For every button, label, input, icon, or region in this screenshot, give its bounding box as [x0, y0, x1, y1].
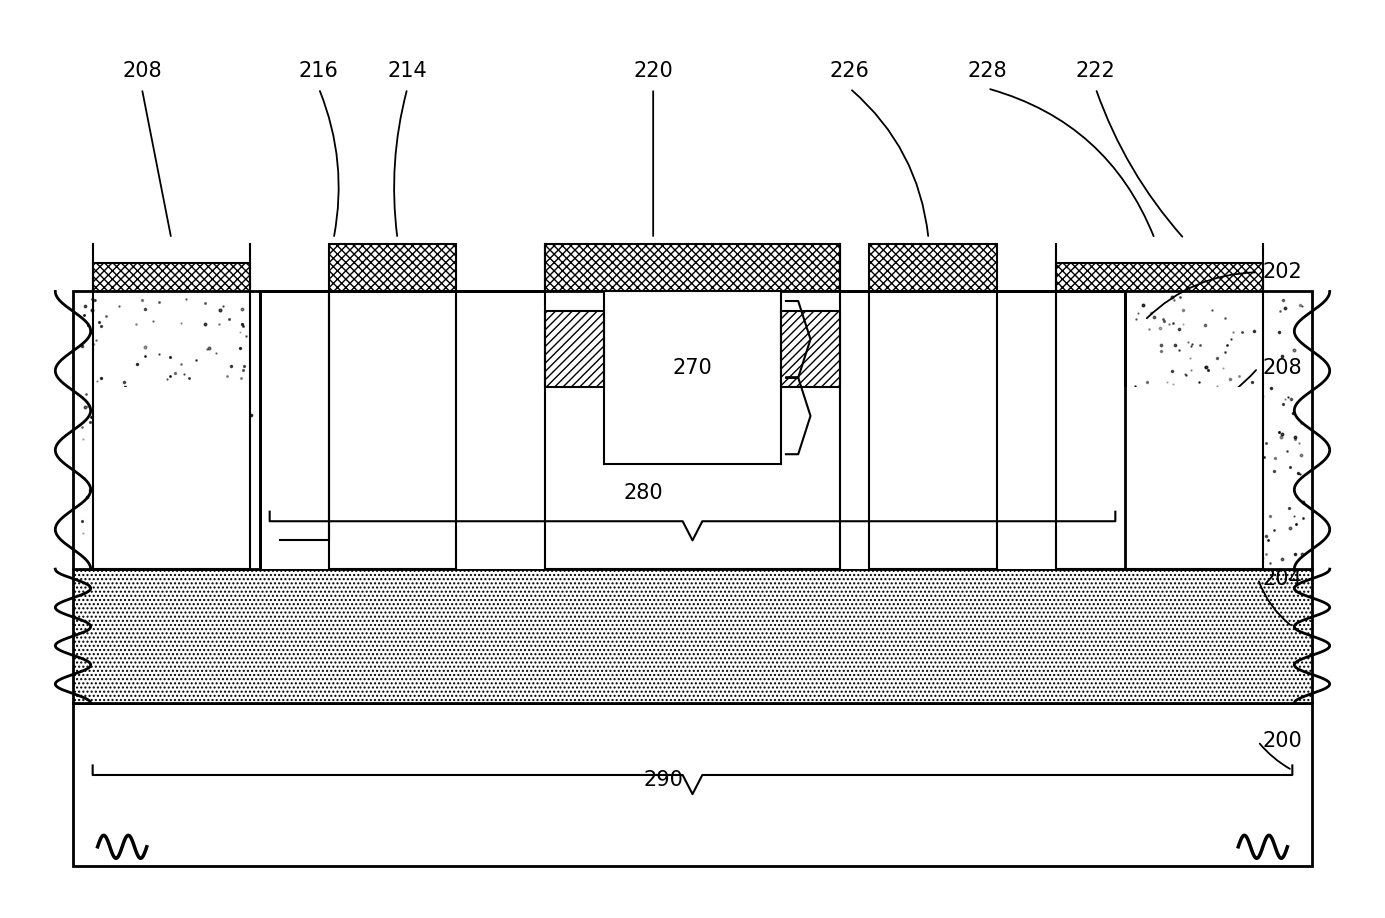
Bar	[546, 387, 604, 464]
Text: 202: 202	[1263, 263, 1302, 282]
Text: 270: 270	[673, 358, 712, 378]
Text: 200: 200	[1263, 732, 1302, 752]
Text: 208: 208	[122, 62, 162, 81]
Bar	[1057, 387, 1263, 569]
Text: 220: 220	[633, 62, 673, 81]
Text: 228: 228	[968, 62, 1007, 81]
Bar	[546, 310, 604, 387]
Bar	[328, 291, 457, 368]
Text: 204: 204	[1263, 568, 1302, 588]
Bar	[93, 263, 251, 310]
Bar	[93, 310, 251, 387]
Text: 214: 214	[388, 62, 427, 81]
Bar	[1057, 263, 1263, 310]
Bar	[604, 291, 781, 464]
Bar	[328, 243, 457, 291]
Bar	[870, 291, 997, 368]
Bar	[781, 310, 839, 387]
Bar	[546, 243, 839, 291]
Text: 290: 290	[643, 770, 683, 789]
Bar	[1057, 310, 1263, 387]
Text: 208: 208	[1263, 358, 1302, 378]
Bar	[1125, 291, 1312, 569]
Bar	[73, 569, 1312, 703]
Bar	[870, 243, 997, 291]
Text: 226: 226	[830, 62, 870, 81]
Text: 280: 280	[623, 483, 663, 502]
Bar	[781, 387, 839, 464]
Bar	[260, 291, 1125, 569]
Text: 222: 222	[1076, 62, 1115, 81]
Bar	[73, 703, 1312, 866]
Text: 216: 216	[299, 62, 339, 81]
Bar	[93, 387, 251, 569]
Bar	[73, 291, 260, 569]
